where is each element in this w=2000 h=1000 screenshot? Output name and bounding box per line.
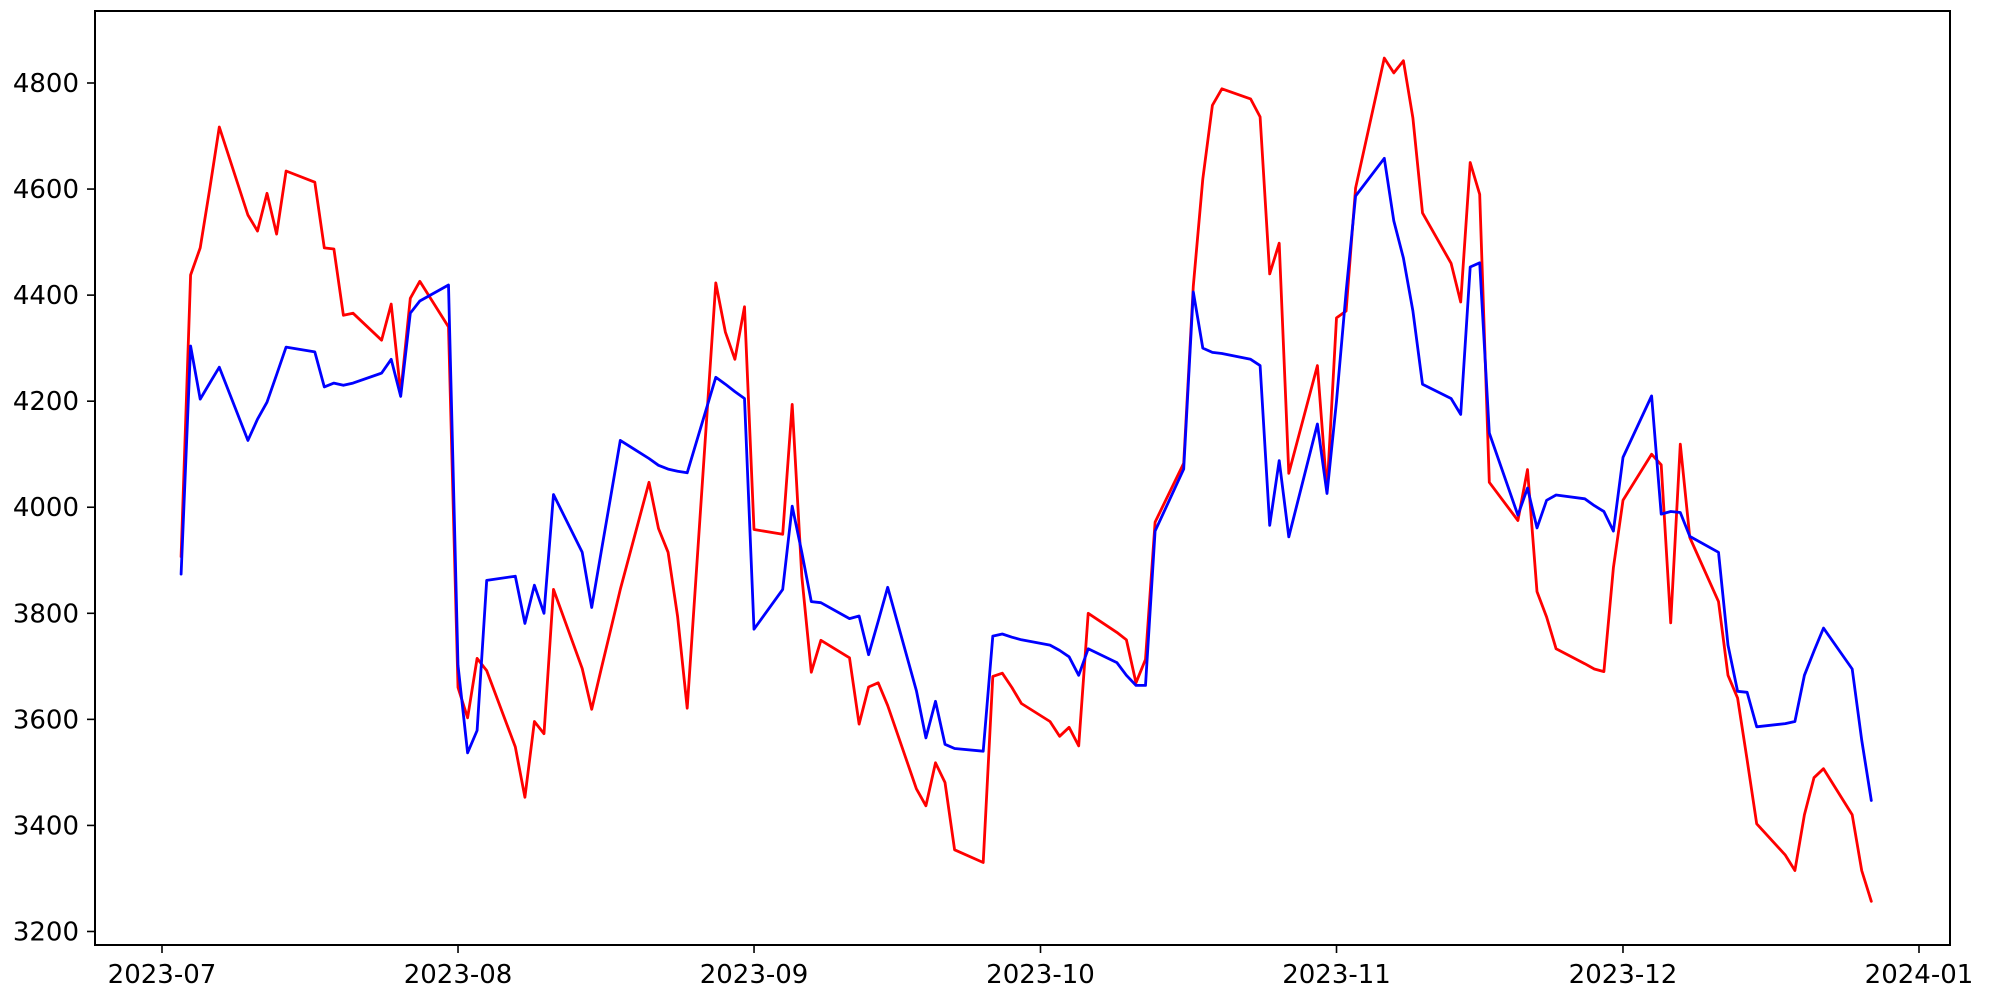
x-tick-label: 2023-12 [1569, 960, 1678, 990]
x-tick-label: 2023-10 [986, 960, 1095, 990]
y-tick-label: 4600 [13, 175, 79, 205]
y-tick-label: 3600 [13, 705, 79, 735]
x-tick-label: 2023-11 [1282, 960, 1391, 990]
y-tick-label: 3800 [13, 599, 79, 629]
x-axis: 2023-07 2023-08 2023-09 2023-10 2023-11 2023-… [108, 945, 1974, 990]
y-tick-label: 3400 [13, 811, 79, 841]
y-tick-label: 4800 [13, 69, 79, 99]
y-axis: 3200 3400 3600 3800 4000 4200 4400 4600 4800 [13, 69, 95, 947]
series-lines [179, 56, 1873, 903]
plot-border [94, 10, 1951, 946]
y-tick-label: 4200 [13, 387, 79, 417]
x-tick-label: 2024-01 [1865, 960, 1974, 990]
series-blue-line [179, 156, 1873, 802]
series-red-line [179, 56, 1873, 903]
y-tick-label: 4000 [13, 493, 79, 523]
x-tick-label: 2023-08 [404, 960, 513, 990]
x-tick-label: 2023-09 [700, 960, 809, 990]
x-tick-label: 2023-07 [108, 960, 217, 990]
y-tick-label: 3200 [13, 917, 79, 947]
y-tick-label: 4400 [13, 281, 79, 311]
plot-area [94, 10, 1951, 946]
